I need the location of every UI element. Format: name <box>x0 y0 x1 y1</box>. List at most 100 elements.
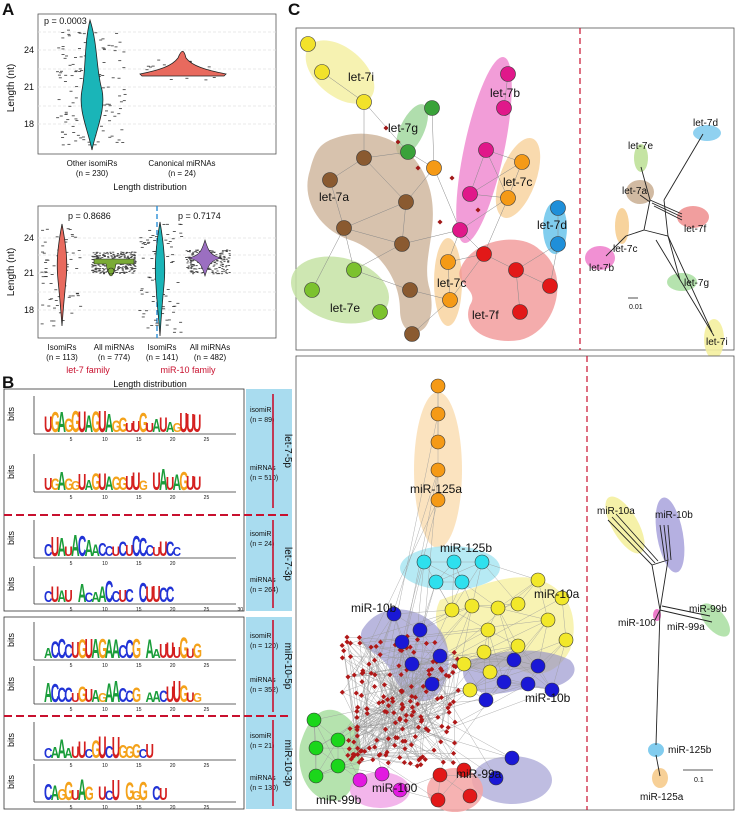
logo-letter: C <box>159 688 167 706</box>
network-edge <box>350 656 515 661</box>
logo-letter: G <box>98 691 107 706</box>
isomir-node <box>339 642 345 649</box>
row-n: (n = 89) <box>250 417 274 424</box>
logo-letter: G <box>125 778 134 806</box>
group-label: Canonical miRNAs <box>148 159 215 168</box>
cluster-label: let-7e <box>330 301 360 315</box>
logo-letter: C <box>105 788 113 803</box>
logo-letter: G <box>58 785 67 803</box>
network-node <box>510 638 526 654</box>
network-edge <box>436 680 497 779</box>
network-edge <box>382 674 402 703</box>
network-edge <box>527 639 567 685</box>
position-tick: 20 <box>170 437 176 443</box>
network-node <box>462 186 478 202</box>
logo-letter: U <box>78 470 86 495</box>
network-edge <box>411 744 454 763</box>
network-edge <box>378 658 458 704</box>
bits-label: bits <box>6 576 16 591</box>
panel-c-letter: C <box>288 0 300 19</box>
network-node <box>430 406 446 422</box>
network-edge <box>411 663 444 763</box>
network-nodes <box>300 36 566 342</box>
logo-letter: A <box>98 582 107 607</box>
jitter-points <box>55 29 216 146</box>
panel-a-top-chart: p = 0.0003 24 21 18 Length (nt) Other is… <box>6 13 277 192</box>
tree-label: miR-125a <box>640 792 684 803</box>
logo-letter: C <box>64 683 72 706</box>
logo-letter: U <box>186 410 194 438</box>
network-edge <box>353 646 377 757</box>
logo-letter: A <box>78 774 86 807</box>
isomir-node <box>345 752 351 758</box>
network-edge <box>353 269 411 291</box>
position-tick: 20 <box>170 561 176 567</box>
network-node <box>346 262 362 278</box>
x-axis-label: Length distribution <box>113 182 187 192</box>
network-node <box>506 652 522 668</box>
logo-letter: C <box>58 682 66 707</box>
logo-letter: U <box>71 691 80 705</box>
isomir-node <box>423 640 429 646</box>
phylo-tree: let-7d let-7e let-7a let-7f let-7c let-7… <box>585 118 728 359</box>
logo-letter: C <box>105 743 114 763</box>
network-edge <box>353 613 395 743</box>
logo-letter: U <box>71 637 79 664</box>
isomir-node <box>418 714 424 720</box>
network-node <box>356 150 372 166</box>
tree-label: let-7d <box>693 118 718 129</box>
position-tick: 25 <box>204 763 210 769</box>
position-tick: 10 <box>102 805 108 811</box>
network-edge <box>356 717 426 760</box>
network-node <box>430 492 446 508</box>
logo-letter: G <box>51 476 60 494</box>
logo-letter: G <box>118 474 127 494</box>
position-tick: 5 <box>70 707 73 713</box>
logo-letter: A <box>152 646 161 661</box>
row-label: isomiR <box>250 407 271 414</box>
position-tick: 5 <box>70 495 73 501</box>
network-edge <box>411 686 454 763</box>
network-node <box>508 262 524 278</box>
network-node <box>336 220 352 236</box>
network-node <box>530 572 546 588</box>
bits-label: bits <box>6 732 16 747</box>
network-node <box>452 222 468 238</box>
network-edge <box>354 754 421 759</box>
logo-letter: C <box>51 636 59 663</box>
network-edge <box>417 661 434 665</box>
network-edge <box>354 707 413 755</box>
logo-letter: A <box>112 674 120 708</box>
network-node <box>442 292 458 308</box>
logo-letter: U <box>179 409 187 439</box>
network-node <box>542 278 558 294</box>
logo-letter: C <box>125 636 133 664</box>
violin-let7-all <box>93 258 135 277</box>
network-node <box>462 788 478 804</box>
network-node <box>394 236 410 252</box>
tree-label: miR-100 <box>618 618 656 629</box>
cluster-label: miR-10b <box>525 691 571 705</box>
isomir-node <box>377 751 383 757</box>
logo-letter: U <box>44 476 52 495</box>
network-node <box>478 692 494 708</box>
isomir-node <box>400 738 406 744</box>
network-edge <box>315 705 389 749</box>
logo-letter: A <box>58 468 66 496</box>
network-node <box>372 304 388 320</box>
logo-letter: A <box>112 635 120 665</box>
isomir-node <box>372 684 378 690</box>
isomir-node <box>370 757 376 763</box>
logo-letter: A <box>146 689 155 705</box>
logo-letter: G <box>132 788 141 803</box>
isomir-node <box>420 754 426 760</box>
isomir-node <box>415 165 421 171</box>
logo-letter: U <box>125 541 133 559</box>
network-edge <box>419 581 437 631</box>
network-node <box>430 434 446 450</box>
logo-letter: C <box>85 589 93 605</box>
row-n: (n = 120) <box>250 643 278 650</box>
